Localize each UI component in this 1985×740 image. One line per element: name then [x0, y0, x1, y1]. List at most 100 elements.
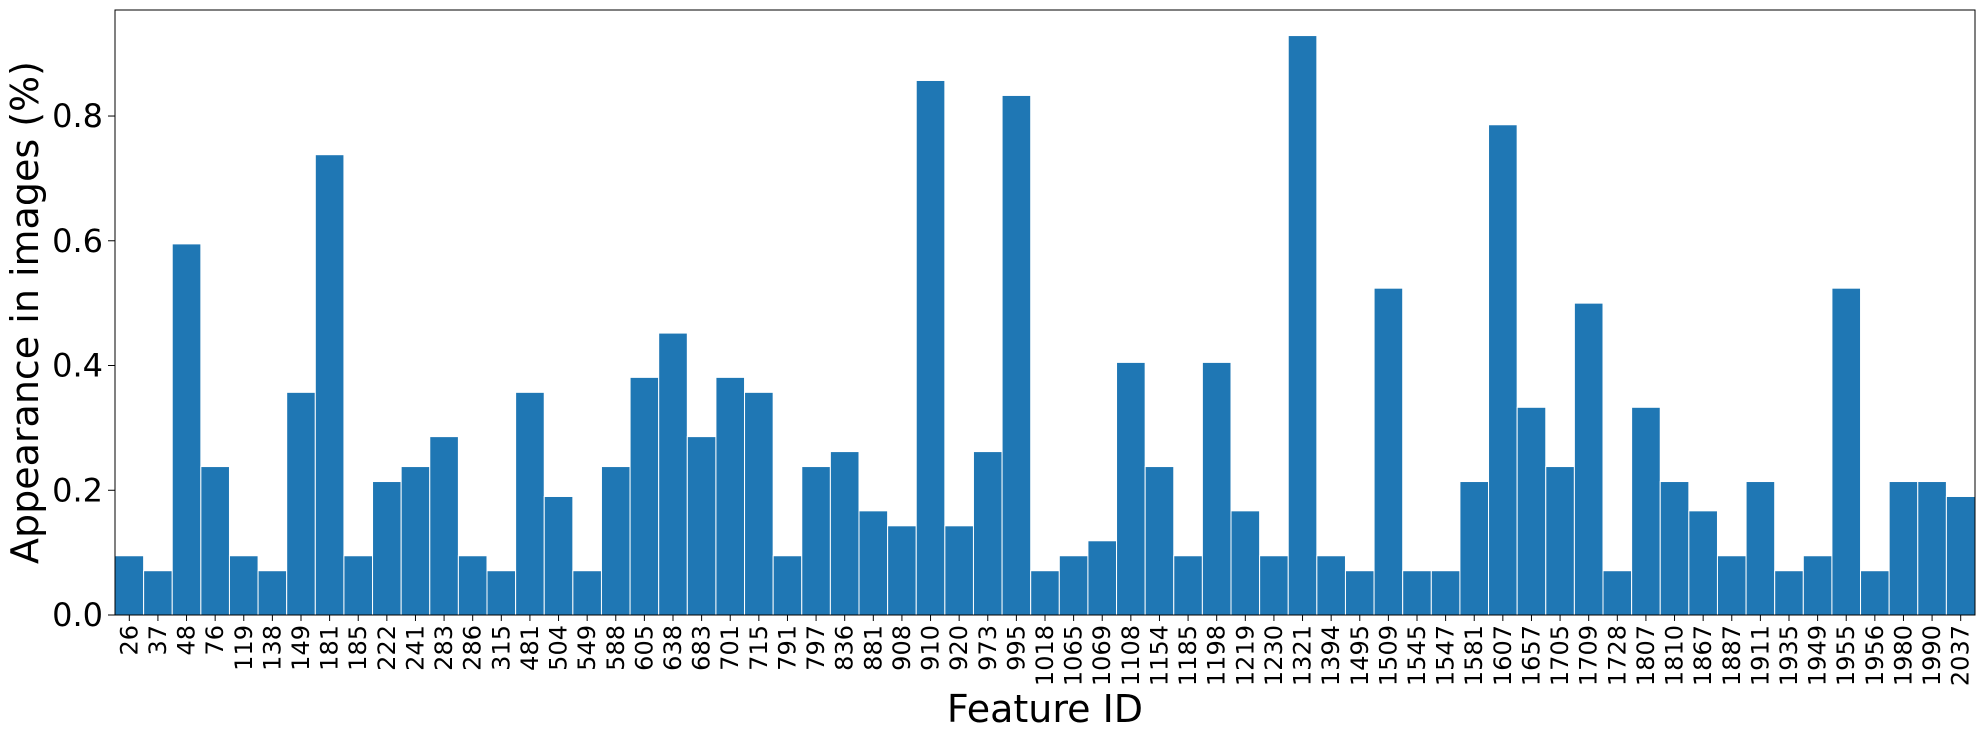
bar-26	[114, 555, 145, 616]
bar-1581	[1459, 481, 1490, 616]
bar-1956	[1860, 570, 1890, 616]
bar-1657	[1516, 406, 1547, 616]
x-tick-label: 76	[201, 625, 229, 656]
bar-910	[915, 79, 946, 616]
x-tick-label: 1935	[1775, 625, 1803, 686]
x-tick-label: 1154	[1145, 625, 1173, 686]
bar-1545	[1402, 570, 1432, 616]
bar-549	[572, 570, 602, 616]
bar-2037	[1945, 495, 1976, 616]
x-tick-label: 1198	[1203, 625, 1231, 686]
x-tick-label: 1705	[1546, 625, 1574, 686]
x-tick-label: 588	[602, 625, 630, 671]
bar-1219	[1230, 510, 1261, 616]
x-tick-label: 1509	[1374, 625, 1402, 686]
bar-1955	[1831, 287, 1862, 616]
bar-1810	[1659, 481, 1690, 616]
x-tick-label: 119	[230, 625, 258, 671]
x-tick-label: 1949	[1804, 625, 1832, 686]
x-tick-label: 241	[401, 625, 429, 671]
x-tick-label: 715	[745, 625, 773, 671]
x-tick-label: 1887	[1718, 625, 1746, 686]
x-tick-label: 1394	[1317, 625, 1345, 686]
x-tick-label: 149	[287, 625, 315, 671]
x-axis-ticks: 26 37 48 76 119 138 149 181 185 222 241 283 286 315 48…	[115, 615, 1975, 686]
bar-1069	[1087, 540, 1118, 616]
x-tick-label: 1990	[1918, 625, 1946, 686]
y-tick-label: 0.6	[52, 222, 103, 260]
x-tick-label: 1911	[1746, 625, 1774, 686]
bars-group	[114, 35, 1976, 616]
bar-638	[658, 332, 688, 616]
bar-222	[372, 481, 402, 616]
x-tick-label: 910	[917, 625, 945, 671]
bar-1185	[1173, 555, 1203, 616]
bar-588	[600, 466, 631, 616]
x-tick-label: 315	[487, 625, 515, 671]
bar-149	[286, 391, 316, 616]
bar-1018	[1030, 570, 1060, 616]
plot-frame	[114, 9, 1976, 616]
bar-481	[515, 391, 545, 616]
x-tick-label: 1185	[1174, 625, 1202, 686]
bar-504	[543, 495, 574, 616]
bar-1154	[1144, 466, 1175, 616]
bar-1728	[1602, 570, 1633, 616]
bar-881	[858, 510, 889, 616]
x-tick-label: 1956	[1861, 625, 1889, 686]
bar-908	[887, 525, 917, 616]
bar-1394	[1316, 555, 1346, 616]
x-tick-label: 504	[545, 625, 573, 671]
y-tick-label: 0.4	[52, 347, 103, 385]
bar-920	[944, 525, 974, 616]
bar-973	[972, 451, 1003, 616]
bar-791	[772, 555, 803, 616]
bar-1980	[1888, 481, 1919, 616]
bar-286	[457, 555, 488, 616]
x-tick-label: 1065	[1060, 625, 1088, 686]
x-tick-label: 283	[430, 625, 458, 671]
x-tick-label: 1230	[1260, 625, 1288, 686]
x-tick-label: 1108	[1117, 625, 1145, 686]
bar-315	[486, 570, 517, 616]
x-tick-label: 1728	[1603, 625, 1631, 686]
y-tick-label: 0.8	[52, 97, 103, 135]
bar-1990	[1917, 481, 1947, 616]
x-tick-label: 1810	[1661, 625, 1689, 686]
y-tick-label: 0.0	[52, 596, 103, 634]
bar-1867	[1688, 510, 1718, 616]
x-tick-label: 48	[173, 625, 201, 656]
x-tick-label: 1807	[1632, 625, 1660, 686]
bar-1230	[1259, 555, 1289, 616]
x-tick-label: 683	[688, 625, 716, 671]
x-tick-label: 1069	[1088, 625, 1116, 686]
bar-1949	[1802, 555, 1833, 616]
y-axis-label: Appearance in images (%)	[3, 61, 47, 564]
y-axis-ticks: 0.0 0.2 0.4 0.6 0.8	[52, 97, 115, 634]
x-tick-label: 222	[373, 625, 401, 671]
x-tick-label: 1495	[1346, 625, 1374, 686]
bar-241	[400, 466, 431, 616]
x-tick-label: 1955	[1832, 625, 1860, 686]
x-tick-label: 1545	[1403, 625, 1431, 686]
x-tick-label: 1980	[1889, 625, 1917, 686]
bar-1495	[1344, 570, 1375, 616]
x-tick-label: 185	[344, 625, 372, 671]
bar-185	[343, 555, 374, 616]
x-tick-label: 286	[459, 625, 487, 671]
bar-119	[228, 555, 259, 616]
x-tick-label: 701	[716, 625, 744, 671]
x-tick-label: 1321	[1289, 625, 1317, 686]
x-tick-label: 1219	[1231, 625, 1259, 686]
bar-1705	[1545, 466, 1575, 616]
x-tick-label: 2037	[1947, 625, 1975, 686]
x-tick-label: 908	[888, 625, 916, 671]
bar-1321	[1287, 35, 1318, 616]
x-tick-label: 1547	[1432, 625, 1460, 686]
bar-138	[257, 570, 288, 616]
bar-1198	[1201, 361, 1232, 616]
x-tick-label: 881	[859, 625, 887, 671]
x-axis-label: Feature ID	[947, 687, 1143, 731]
x-tick-label: 181	[316, 625, 344, 671]
bar-48	[171, 243, 202, 616]
